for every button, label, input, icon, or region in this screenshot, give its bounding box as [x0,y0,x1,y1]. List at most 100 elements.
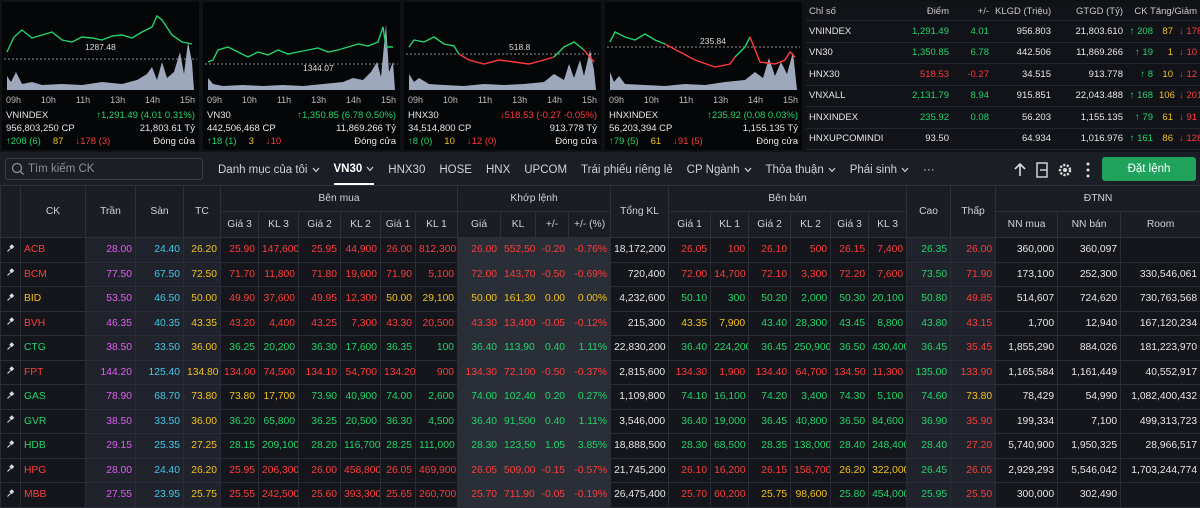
index-cell: 4.01 [952,21,992,43]
board-cell: 20,200 [259,336,299,361]
pin-icon [6,415,15,424]
index-cell: 913.778 [1054,64,1126,86]
chevron [313,168,319,172]
board-cell: 29,100 [416,287,458,312]
board-cell: 43.80 [907,311,951,336]
pin-cell[interactable] [1,336,21,361]
pin-cell[interactable] [1,409,21,434]
pin-cell[interactable] [1,287,21,312]
pin-cell[interactable] [1,483,21,508]
tab[interactable]: Thỏa thuận [766,154,836,185]
pin-cell[interactable] [1,385,21,410]
header-cell: KL [501,212,536,238]
tab[interactable]: HOSE [439,154,472,185]
board-cell: 26.00 [299,458,341,483]
tab[interactable]: VN30 [334,154,375,185]
time-label: 14h [145,95,160,105]
board-cell: 454,000 [869,483,907,508]
board-cell: 167,120,234 [1121,311,1200,336]
pin-needle [8,248,11,251]
export-icon[interactable] [1037,163,1047,177]
tab[interactable]: ··· [923,154,935,185]
board-cell: 72.50 [184,262,221,287]
tab[interactable]: HNX30 [388,154,425,185]
pin-cell[interactable] [1,238,21,263]
board-cell: 28.35 [749,434,791,459]
board-cell: 49.95 [299,287,341,312]
tab[interactable]: HNX [486,154,510,185]
board-cell: 134.80 [184,360,221,385]
board-cell: 8,800 [869,311,907,336]
header-cell: Giá 2 [749,212,791,238]
board-cell: 16,100 [711,385,749,410]
order-button[interactable]: Đặt lệnh [1102,157,1196,181]
tab-label: ··· [923,164,935,176]
index-cell: 518.53 [894,64,952,86]
search-box[interactable]: Tìm kiếm CK [5,158,203,180]
settings-icon[interactable] [1060,165,1070,175]
tab[interactable]: Phái sinh [850,154,909,185]
index-name: VN30 [207,110,231,123]
board-cell: 74.00 [381,385,416,410]
board-cell: 78,429 [996,385,1058,410]
board-cell: 100 [416,336,458,361]
board-cell: 25.95 [221,458,259,483]
board-cell: 36.45 [749,409,791,434]
price-board: CK Trần Sàn TC Bên mua Khớp lệnh Tổng KL… [0,185,1200,508]
index-change: ↑1,350.85 (6.78 0.50%) [297,110,396,123]
tab[interactable]: Trái phiếu riêng lẻ [581,154,673,185]
board-cell: 11,800 [259,262,299,287]
board-cell: 67.50 [136,262,184,287]
price-line [459,54,554,64]
tab[interactable]: CP Ngành [687,154,752,185]
ticker: BCM [21,262,86,287]
sparkline [605,2,802,94]
board-cell: 54,990 [1058,385,1121,410]
pin-cell[interactable] [1,434,21,459]
board-cell: 5,100 [869,385,907,410]
tab[interactable]: Danh mục của tôi [218,154,320,185]
tab[interactable]: UPCOM [524,154,567,185]
pin-cell[interactable] [1,360,21,385]
board-cell: 1,703,244,774 [1121,458,1200,483]
index-cell: -0.27 [952,64,992,86]
more-icon[interactable] [1087,163,1090,178]
reference-label: 518.8 [509,42,530,52]
board-cell: 25.70 [669,483,711,508]
pin-cell[interactable] [1,262,21,287]
toolbar-icons [1010,159,1100,181]
board-cell: 98,600 [791,483,831,508]
upload-icon[interactable] [1015,164,1025,176]
header-cell: +/- (%) [569,212,611,238]
time-label: 10h [41,95,56,105]
board-cell: 73.80 [951,385,996,410]
board-cell: 71.70 [221,262,259,287]
board-cell: 43.35 [669,311,711,336]
board-cell: 111,000 [416,434,458,459]
pin-cell[interactable] [1,311,21,336]
board-cell: 43.35 [184,311,221,336]
board-cell: 1.11% [569,336,611,361]
time-label: 14h [346,95,361,105]
board-cell: 20,500 [341,409,381,434]
board-cell: 27.25 [184,434,221,459]
decliners: ↓91 (5) [673,136,703,149]
pin-needle [8,371,11,374]
pin-cell[interactable] [1,458,21,483]
board-cell: 43.25 [299,311,341,336]
decliners: ↓12 (0) [467,136,497,149]
index-value: 11,869.266 Tỷ [336,123,396,136]
time-label: 09h [609,95,624,105]
session-status: Đóng cửa [555,136,597,149]
index-cell: 11,869.266 [1054,42,1126,64]
ticker: HPG [21,458,86,483]
index-cell: 2,131.79 [894,85,952,107]
board-cell: -0.12% [569,311,611,336]
board-cell: 43.40 [749,311,791,336]
